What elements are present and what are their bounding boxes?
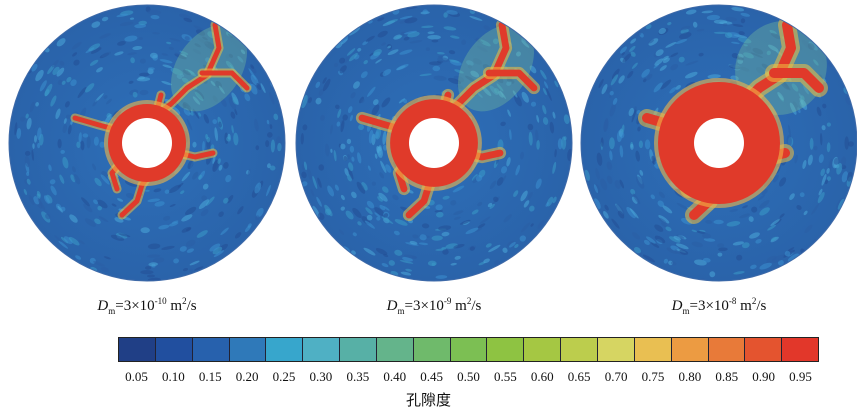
colorbar-segment <box>561 338 598 361</box>
colorbar-tick-label: 0.65 <box>567 369 591 384</box>
colorbar-ticks: 0.05 0.10 0.15 0.20 0.25 0.30 0.35 0.40 0.45 0.50… <box>118 369 819 387</box>
porosity-panel-2 <box>292 0 576 290</box>
wellbore-hole <box>694 118 744 168</box>
dissolution-channel <box>199 70 250 91</box>
wellbore-hole <box>122 118 172 168</box>
porosity-disk-3 <box>580 4 857 282</box>
colorbar-tick-label: 0.25 <box>272 369 296 384</box>
colorbar-tick-label: 0.55 <box>494 369 517 384</box>
colorbar-segment <box>155 338 193 361</box>
colorbar-tick-label: 0.95 <box>789 369 812 384</box>
colorbar-tick-label: 0.05 <box>125 369 148 384</box>
colorbar-segment <box>745 338 783 361</box>
colorbar-title: 孔隙度 <box>405 391 451 409</box>
porosity-disk-2 <box>295 4 573 282</box>
colorbar-segment <box>782 338 819 361</box>
colorbar-segment <box>303 338 341 361</box>
porosity-disk-1 <box>8 4 286 282</box>
colorbar-tick-label: 0.30 <box>309 369 333 384</box>
porosity-panel-3 <box>577 0 857 290</box>
panel-caption-1: Dm=3×10-10 m2/s <box>97 296 197 316</box>
colorbar-tick-label: 0.50 <box>457 369 480 384</box>
colorbar-segment <box>524 338 562 361</box>
colorbar-segment <box>634 338 672 361</box>
colorbar-tick-label: 0.75 <box>641 369 665 384</box>
colorbar-segment <box>708 338 746 361</box>
dissolution-channel <box>485 69 538 92</box>
colorbar-tick-label: 0.40 <box>383 369 407 384</box>
colorbar-segment <box>229 338 267 361</box>
colorbar-tick-label: 0.35 <box>346 369 370 384</box>
colorbar-segment <box>671 338 709 361</box>
colorbar-segment <box>340 338 377 361</box>
colorbar-tick-label: 0.20 <box>235 369 259 384</box>
panel-caption-2: Dm=3×10-9 m2/s <box>386 296 482 316</box>
colorbar-segment <box>597 338 635 361</box>
colorbar-tick-label: 0.10 <box>161 369 185 384</box>
porosity-panel-1 <box>5 0 289 290</box>
disk-rim <box>580 4 857 282</box>
colorbar-segment <box>413 338 451 361</box>
colorbar-tick-label: 0.85 <box>715 369 739 384</box>
colorbar-tick-label: 0.45 <box>420 369 443 384</box>
colorbar-segment <box>192 338 230 361</box>
colorbar-tick-label: 0.80 <box>678 369 702 384</box>
panel-caption-3: Dm=3×10-8 m2/s <box>671 296 767 316</box>
porosity-colorbar <box>118 337 819 362</box>
colorbar-tick-label: 0.60 <box>530 369 554 384</box>
disk-rim <box>295 4 573 282</box>
colorbar-segment <box>266 338 304 361</box>
colorbar-segment <box>119 338 156 361</box>
disk-rim <box>8 4 286 282</box>
wellbore-hole <box>409 118 459 168</box>
colorbar-tick-label: 0.15 <box>198 369 222 384</box>
dissolution-channel <box>769 68 824 93</box>
colorbar-segment <box>487 338 525 361</box>
colorbar-segment <box>376 338 414 361</box>
colorbar-tick-label: 0.90 <box>752 369 776 384</box>
colorbar-segment <box>450 338 488 361</box>
colorbar-tick-label: 0.70 <box>604 369 628 384</box>
